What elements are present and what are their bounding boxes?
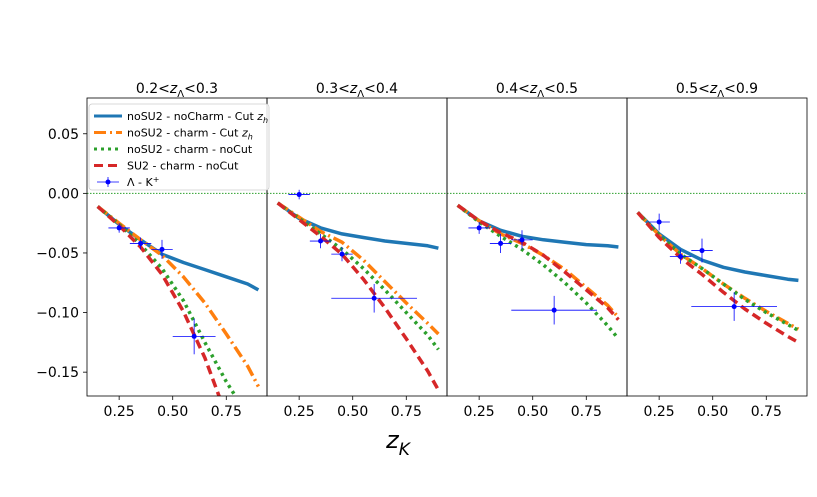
panel-3: 0.25 0.50 0.75 0.4<zΛ<0.5 (446, 81, 628, 420)
point-marker (678, 254, 684, 260)
data-point (489, 233, 512, 253)
point-marker (296, 192, 302, 198)
point-marker (339, 251, 345, 257)
data-point (172, 318, 216, 355)
data-point (511, 230, 533, 250)
y-tick-label: −0.15 (36, 365, 79, 381)
data-point (331, 283, 417, 313)
series-line-nosu2-nocharm-cut (636, 211, 799, 283)
point-marker (731, 304, 737, 310)
x-tick-label: 0.50 (157, 404, 188, 420)
x-tick-label: 0.50 (697, 404, 728, 420)
x-tick-label: 0.25 (104, 404, 135, 420)
panel-title: 0.5<zΛ<0.9 (676, 81, 758, 100)
series-line-nosu2-nocharm-cut (276, 201, 439, 250)
point-marker (318, 238, 324, 244)
x-tick-label: 0.50 (337, 404, 368, 420)
data-point (108, 223, 130, 233)
x-tick-label: 0.75 (391, 404, 422, 420)
data-point (331, 247, 353, 262)
point-marker (498, 240, 504, 246)
point-marker (191, 333, 197, 339)
x-tick-label: 0.25 (284, 404, 315, 420)
series-line-nosu2-charm-nocut (96, 205, 238, 396)
panel-title: 0.4<zΛ<0.5 (496, 81, 578, 100)
legend: noSU2 - noCharm - Cut zh noSU2 - charm - … (88, 103, 270, 191)
data-point (691, 238, 713, 263)
data-point (309, 233, 332, 249)
x-tick-label: 0.75 (751, 404, 782, 420)
series-line-su2-charm-nocut (96, 205, 221, 396)
x-axis-label: zK (385, 426, 412, 460)
legend-label: noSU2 - charm - noCut (127, 143, 253, 156)
legend-box (88, 103, 270, 191)
point-marker (699, 248, 705, 254)
x-tick-label: 0.75 (571, 404, 602, 420)
point-marker (519, 237, 525, 243)
series-line-nosu2-charm-cut (636, 211, 800, 331)
x-tick-label: 0.25 (644, 404, 675, 420)
series-line-su2-charm-nocut (636, 211, 800, 344)
point-marker (116, 225, 122, 231)
point-marker (138, 240, 144, 246)
series-line-nosu2-charm-cut (276, 201, 440, 336)
y-tick-label: 0.00 (48, 186, 79, 202)
panel-4: 0.25 0.50 0.75 0.5<zΛ<0.9 (626, 81, 808, 420)
panels-layer: 0.25 0.50 0.75 0.05 0.00 −0.05 −0.10 −0.15 0.2<z… (36, 81, 808, 420)
legend-label: noSU2 - noCharm - Cut zh (127, 110, 268, 125)
y-tick-label: −0.05 (36, 246, 79, 262)
series-line-nosu2-charm-nocut (276, 201, 440, 351)
legend-entry: SU2 - charm - noCut (94, 160, 239, 173)
data-point (151, 239, 173, 259)
series-line-nosu2-charm-nocut (456, 203, 620, 340)
panel-title: 0.3<zΛ<0.4 (316, 81, 398, 100)
panel-frame (266, 97, 448, 397)
series-line-su2-charm-nocut (276, 201, 440, 391)
x-tick-label: 0.25 (464, 404, 495, 420)
series-line-nosu2-charm-nocut (636, 211, 800, 332)
panel-frame (626, 97, 808, 397)
point-marker (371, 295, 377, 301)
point-marker (159, 246, 165, 252)
data-point (691, 292, 777, 321)
series-line-nosu2-nocharm-cut (96, 205, 260, 292)
data-point (288, 189, 310, 200)
legend-entry: Λ - K+ (97, 175, 159, 189)
series-line-nosu2-nocharm-cut (456, 203, 619, 249)
legend-label: noSU2 - charm - Cut zh (127, 127, 253, 142)
panel-title: 0.2<zΛ<0.3 (136, 81, 218, 100)
series-line-nosu2-charm-cut (96, 205, 260, 388)
point-marker (476, 225, 482, 231)
point-marker (551, 307, 557, 313)
y-tick-label: 0.05 (48, 127, 79, 143)
x-tick-label: 0.75 (211, 404, 242, 420)
legend-entry: noSU2 - charm - Cut zh (94, 127, 253, 142)
y-tick-label: −0.10 (36, 306, 79, 322)
legend-label: SU2 - charm - noCut (127, 160, 239, 173)
data-point (669, 249, 692, 264)
x-tick-label: 0.50 (517, 404, 548, 420)
data-point (648, 213, 670, 231)
panel-1: 0.25 0.50 0.75 0.05 0.00 −0.05 −0.10 −0.15 0.2<z… (36, 81, 268, 420)
point-marker (656, 219, 662, 225)
legend-entry: noSU2 - charm - noCut (94, 143, 253, 156)
legend-entry: noSU2 - noCharm - Cut zh (94, 110, 268, 125)
legend-label: Λ - K+ (127, 175, 159, 189)
series-line-su2-charm-nocut (456, 203, 620, 321)
panel-2: 0.25 0.50 0.75 0.3<zΛ<0.4 (266, 81, 448, 420)
data-point (511, 295, 597, 325)
legend-marker (105, 179, 111, 185)
data-point (468, 221, 490, 234)
data-point (129, 237, 152, 250)
